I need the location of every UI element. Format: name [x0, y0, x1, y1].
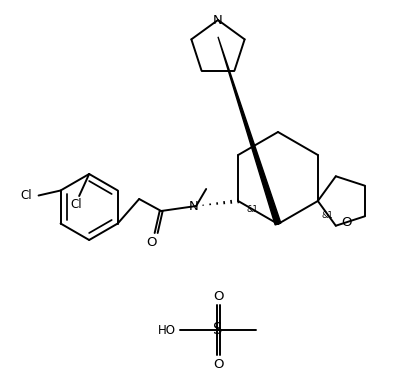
Text: HO: HO — [158, 323, 176, 337]
Text: O: O — [146, 235, 156, 249]
Text: N: N — [213, 14, 223, 27]
Text: S: S — [213, 322, 223, 337]
Text: O: O — [213, 290, 223, 303]
Text: &1: &1 — [322, 210, 334, 220]
Text: &1: &1 — [246, 205, 258, 213]
Polygon shape — [218, 37, 281, 225]
Text: O: O — [213, 357, 223, 371]
Text: Cl: Cl — [71, 198, 82, 212]
Text: Cl: Cl — [21, 189, 32, 202]
Text: O: O — [341, 216, 351, 229]
Text: N: N — [188, 200, 198, 213]
